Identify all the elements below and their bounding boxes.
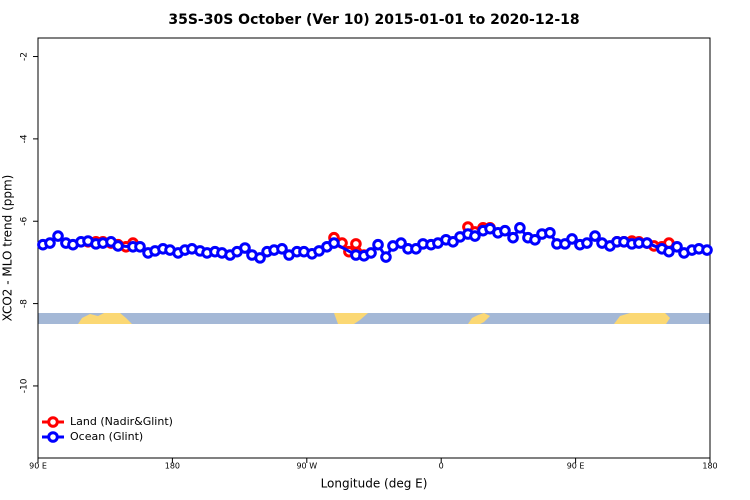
data-point — [589, 230, 601, 242]
data-point — [469, 230, 481, 242]
x-tick-label: 90 E — [29, 462, 47, 471]
data-point — [663, 245, 675, 258]
data-point — [44, 237, 56, 249]
y-tick-label: -4 — [20, 134, 30, 143]
x-tick-label: 180 — [702, 462, 717, 471]
data-point — [254, 252, 266, 264]
data-point — [507, 231, 519, 244]
data-point — [671, 240, 683, 253]
land-blob — [334, 313, 368, 324]
data-point — [514, 222, 526, 234]
map-strip — [38, 313, 710, 324]
data-point — [499, 224, 511, 237]
legend-label: Ocean (Glint) — [70, 430, 143, 443]
x-tick-label: 0 — [439, 462, 444, 471]
data-point — [239, 242, 251, 254]
x-axis-label: Longitude (deg E) — [321, 477, 428, 491]
data-point — [372, 238, 384, 251]
legend-marker — [47, 431, 59, 443]
data-point — [566, 233, 578, 245]
chart-title: 35S-30S October (Ver 10) 2015-01-01 to 2… — [168, 12, 579, 28]
data-point — [350, 238, 362, 250]
y-tick-label: -8 — [20, 299, 30, 308]
data-point — [276, 243, 288, 255]
legend-marker — [47, 416, 59, 428]
y-tick-label: -10 — [20, 378, 30, 393]
land-blob — [78, 313, 132, 324]
data-point — [544, 226, 556, 239]
data-point — [641, 237, 653, 249]
data-point — [134, 240, 146, 253]
data-point — [328, 237, 340, 249]
x-tick-label: 90 E — [567, 462, 585, 471]
data-point — [52, 230, 64, 242]
data-point — [380, 251, 392, 263]
data-point — [529, 233, 541, 246]
x-tick-label: 90 W — [296, 462, 317, 471]
ocean-strip — [38, 313, 710, 324]
land-blob — [614, 313, 670, 324]
data-point — [701, 244, 713, 256]
data-point — [395, 237, 407, 249]
data-point — [112, 240, 124, 252]
y-axis-label: XCO2 - MLO trend (ppm) — [1, 175, 15, 322]
legend-label: Land (Nadir&Glint) — [70, 415, 173, 428]
y-tick-label: -2 — [20, 52, 30, 61]
land-blob — [468, 313, 490, 324]
y-tick-label: -6 — [20, 216, 30, 225]
data-point — [581, 237, 593, 249]
data-point — [365, 247, 377, 259]
x-tick-label: 180 — [165, 462, 180, 471]
